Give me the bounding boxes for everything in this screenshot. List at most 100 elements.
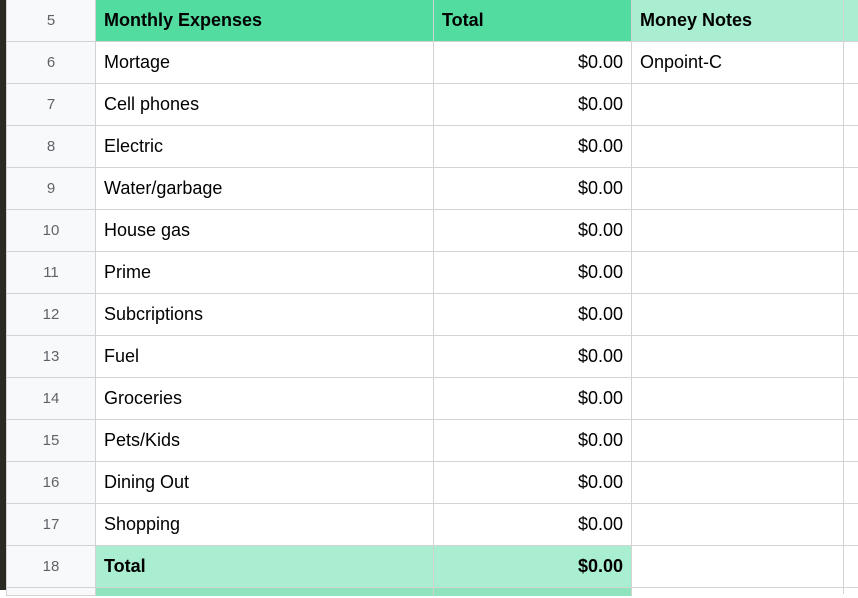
cell-partial[interactable]: [844, 588, 858, 594]
cell-total[interactable]: $0.00: [434, 210, 632, 252]
cell-text: Subcriptions: [104, 304, 203, 325]
row-header[interactable]: 5: [6, 0, 96, 42]
row-header[interactable]: 17: [6, 504, 96, 546]
cell-text: House gas: [104, 220, 190, 241]
cell-text: Total: [104, 556, 146, 577]
header-label: Monthly Expenses: [104, 10, 262, 31]
row-number: 11: [43, 264, 59, 281]
row-header[interactable]: 18: [6, 546, 96, 588]
cell-overflow[interactable]: [844, 42, 858, 84]
cell-overflow[interactable]: [844, 126, 858, 168]
cell-text: $0.00: [578, 346, 623, 367]
cell-text: Water/garbage: [104, 178, 222, 199]
column-header-total[interactable]: Total: [434, 0, 632, 42]
row-number: 5: [47, 12, 55, 29]
cell-overflow[interactable]: [844, 168, 858, 210]
cell-total[interactable]: $0.00: [434, 252, 632, 294]
row-header[interactable]: 12: [6, 294, 96, 336]
cell-expense[interactable]: Water/garbage: [96, 168, 434, 210]
cell-partial[interactable]: [434, 588, 632, 596]
cell-overflow[interactable]: [844, 294, 858, 336]
cell-overflow[interactable]: [844, 462, 858, 504]
cell-overflow[interactable]: [844, 252, 858, 294]
cell-notes[interactable]: [632, 294, 844, 336]
row-number: 15: [43, 432, 60, 449]
cell-expense[interactable]: House gas: [96, 210, 434, 252]
row-number: 14: [43, 390, 60, 407]
row-header[interactable]: 6: [6, 42, 96, 84]
cell-notes[interactable]: [632, 462, 844, 504]
row-number: 8: [47, 138, 55, 155]
cell-notes[interactable]: [632, 420, 844, 462]
cell-overflow[interactable]: [844, 378, 858, 420]
cell-notes[interactable]: [632, 126, 844, 168]
row-header[interactable]: 14: [6, 378, 96, 420]
cell-expense[interactable]: Shopping: [96, 504, 434, 546]
cell-partial[interactable]: [96, 588, 434, 596]
cell-expense[interactable]: Subcriptions: [96, 294, 434, 336]
cell-notes[interactable]: [632, 210, 844, 252]
cell-overflow[interactable]: [844, 336, 858, 378]
cell-text: Dining Out: [104, 472, 189, 493]
cell-total[interactable]: $0.00: [434, 168, 632, 210]
header-label: Money Notes: [640, 10, 752, 31]
cell-text: Fuel: [104, 346, 139, 367]
cell-total[interactable]: $0.00: [434, 42, 632, 84]
row-header[interactable]: 16: [6, 462, 96, 504]
cell-expense[interactable]: Mortage: [96, 42, 434, 84]
column-header-notes[interactable]: Money Notes: [632, 0, 844, 42]
cell-text: $0.00: [578, 178, 623, 199]
cell-total[interactable]: $0.00: [434, 336, 632, 378]
column-header-expenses[interactable]: Monthly Expenses: [96, 0, 434, 42]
cell-notes[interactable]: [632, 168, 844, 210]
cell-total-label[interactable]: Total: [96, 546, 434, 588]
cell-overflow[interactable]: [844, 420, 858, 462]
cell-text: $0.00: [578, 136, 623, 157]
cell-total[interactable]: $0.00: [434, 462, 632, 504]
spreadsheet-grid[interactable]: 5 Monthly Expenses Total Money Notes 6 M…: [6, 0, 858, 596]
cell-expense[interactable]: Pets/Kids: [96, 420, 434, 462]
cell-expense[interactable]: Prime: [96, 252, 434, 294]
row-header[interactable]: 9: [6, 168, 96, 210]
cell-total[interactable]: $0.00: [434, 504, 632, 546]
row-header[interactable]: 13: [6, 336, 96, 378]
row-header[interactable]: 11: [6, 252, 96, 294]
cell-notes[interactable]: [632, 504, 844, 546]
cell-notes[interactable]: Onpoint-C: [632, 42, 844, 84]
cell-notes[interactable]: [632, 84, 844, 126]
cell-expense[interactable]: Cell phones: [96, 84, 434, 126]
cell-overflow[interactable]: [844, 0, 858, 42]
cell-notes[interactable]: [632, 546, 844, 588]
cell-text: Onpoint-C: [640, 52, 722, 73]
cell-total[interactable]: $0.00: [434, 294, 632, 336]
row-number: 17: [43, 516, 60, 533]
cell-overflow[interactable]: [844, 546, 858, 588]
cell-notes[interactable]: [632, 252, 844, 294]
row-header[interactable]: 8: [6, 126, 96, 168]
row-number: 7: [47, 96, 55, 113]
row-number: 16: [43, 474, 60, 491]
cell-notes[interactable]: [632, 336, 844, 378]
cell-expense[interactable]: Dining Out: [96, 462, 434, 504]
cell-text: Groceries: [104, 388, 182, 409]
cell-notes[interactable]: [632, 378, 844, 420]
cell-total[interactable]: $0.00: [434, 84, 632, 126]
cell-expense[interactable]: Groceries: [96, 378, 434, 420]
row-header-partial[interactable]: [6, 588, 96, 596]
cell-overflow[interactable]: [844, 210, 858, 252]
cell-total[interactable]: $0.00: [434, 378, 632, 420]
cell-overflow[interactable]: [844, 504, 858, 546]
header-label: Total: [442, 10, 484, 31]
cell-text: $0.00: [578, 388, 623, 409]
cell-total-value[interactable]: $0.00: [434, 546, 632, 588]
cell-expense[interactable]: Fuel: [96, 336, 434, 378]
cell-total[interactable]: $0.00: [434, 126, 632, 168]
cell-overflow[interactable]: [844, 84, 858, 126]
row-header[interactable]: 15: [6, 420, 96, 462]
cell-expense[interactable]: Electric: [96, 126, 434, 168]
row-header[interactable]: 7: [6, 84, 96, 126]
row-number: 13: [43, 348, 60, 365]
cell-total[interactable]: $0.00: [434, 420, 632, 462]
row-header[interactable]: 10: [6, 210, 96, 252]
cell-partial[interactable]: [632, 588, 844, 594]
